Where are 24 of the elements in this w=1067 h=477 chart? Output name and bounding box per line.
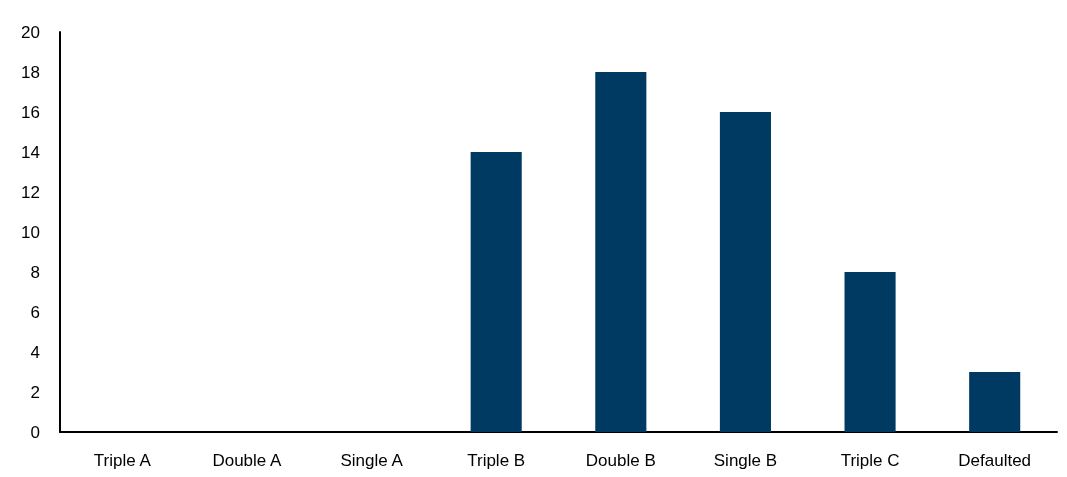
y-tick-label: 8: [30, 262, 40, 282]
y-tick-label: 18: [21, 62, 40, 82]
x-tick-label: Single A: [340, 451, 404, 470]
x-tick-label: Triple B: [467, 451, 526, 470]
bar: [844, 272, 896, 432]
x-tick-label: Defaulted: [958, 451, 1032, 470]
y-tick-label: 14: [21, 142, 40, 162]
y-tick-label: 6: [30, 302, 40, 322]
bar: [470, 152, 522, 432]
y-tick-label: 20: [21, 22, 40, 42]
bar: [595, 72, 647, 432]
x-tick-label: Single B: [713, 451, 778, 470]
x-tick-label: Triple C: [840, 451, 900, 470]
y-tick-label: 12: [21, 182, 40, 202]
y-tick-label: 4: [30, 342, 40, 362]
bar: [719, 112, 771, 432]
x-tick-label: Double B: [585, 451, 656, 470]
x-tick-label: Triple A: [93, 451, 152, 470]
y-tick-label: 10: [21, 222, 40, 242]
x-tick-label: Double A: [212, 451, 283, 470]
y-tick-label: 2: [30, 382, 40, 402]
y-tick-label: 0: [30, 422, 40, 442]
y-tick-label: 16: [21, 102, 40, 122]
bar: [969, 372, 1021, 432]
